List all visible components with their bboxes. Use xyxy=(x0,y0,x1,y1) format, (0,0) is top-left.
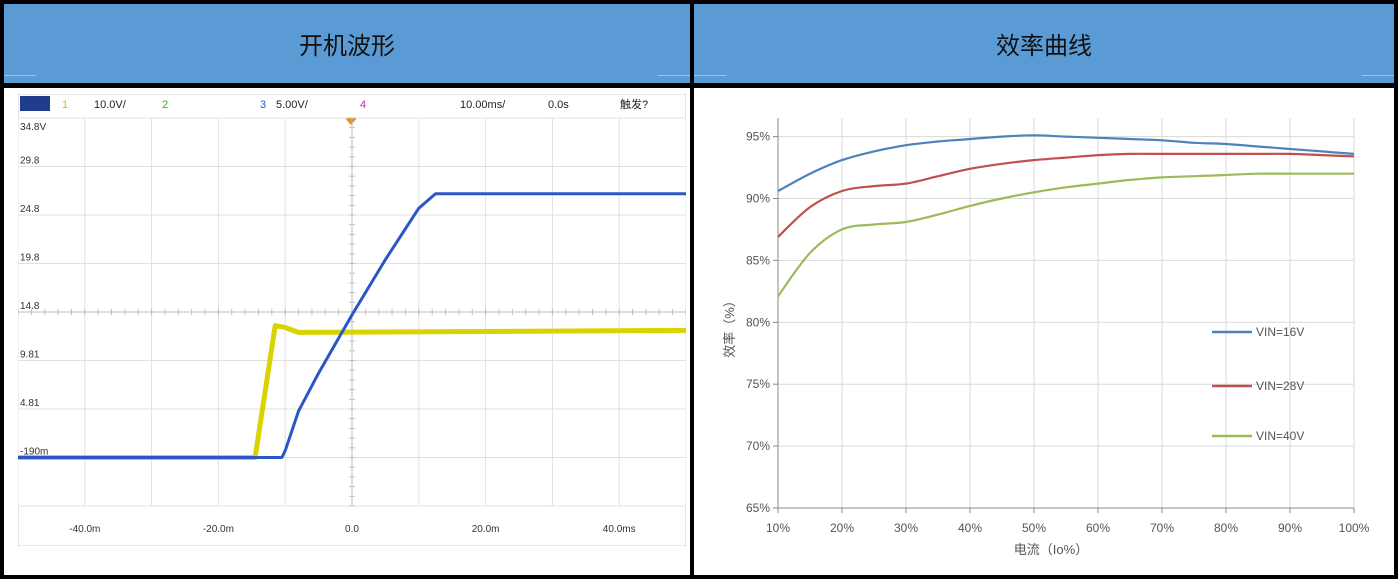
header-right-title: 效率曲线 xyxy=(996,32,1092,60)
scope-ch2-label[interactable]: 2 xyxy=(162,99,168,111)
scope-y-tick: 4.81 xyxy=(20,398,40,409)
efficiency-series-lines xyxy=(777,134,1355,297)
scope-y-tick-labels: 34.8V 29.8 24.8 19.8 14.8 9.81 4.81 -190m xyxy=(20,122,48,457)
scope-y-tick: 29.8 xyxy=(20,156,40,167)
eff-x-tick: 100% xyxy=(1339,521,1370,535)
scope-ch1-scale: 10.0V/ xyxy=(94,99,127,111)
scope-x-tick-labels: -40.0m -20.0m 0.0 20.0m 40.0ms xyxy=(69,524,635,535)
header-right-line-right xyxy=(1362,75,1394,76)
scope-y-tick: 24.8 xyxy=(20,204,40,215)
trigger-position-marker-icon[interactable] xyxy=(345,118,357,125)
eff-x-tick: 40% xyxy=(958,521,982,535)
eff-x-tick: 30% xyxy=(894,521,918,535)
scope-ch3-scale: 5.00V/ xyxy=(276,99,309,111)
scope-ch4-label[interactable]: 4 xyxy=(360,99,366,111)
scope-x-tick: -40.0m xyxy=(69,524,100,535)
legend-label-vin-40v: VIN=40V xyxy=(1256,429,1304,443)
scope-y-tick: 14.8 xyxy=(20,301,40,312)
scope-x-tick: 40.0ms xyxy=(603,524,636,535)
legend-label-vin-28v: VIN=28V xyxy=(1256,379,1304,393)
eff-x-tick: 60% xyxy=(1086,521,1110,535)
scope-y-tick: 34.8V xyxy=(20,122,46,133)
scope-menu-icon[interactable] xyxy=(20,96,50,111)
row-divider xyxy=(0,83,1398,88)
eff-y-tick: 80% xyxy=(746,315,770,329)
y-axis-label: 效率（%） xyxy=(722,294,737,358)
eff-y-tick: 90% xyxy=(746,191,770,205)
series-line-vin-28v xyxy=(777,152,1355,238)
scope-y-tick: 19.8 xyxy=(20,253,40,264)
header-right-line xyxy=(694,75,726,76)
scope-ch3-label[interactable]: 3 xyxy=(260,99,266,111)
eff-y-tick: 75% xyxy=(746,377,770,391)
scope-y-tick: 9.81 xyxy=(20,349,40,360)
scope-timebase: 10.00ms/ xyxy=(460,99,506,111)
legend-label-vin-16v: VIN=16V xyxy=(1256,325,1304,339)
scope-x-tick: -20.0m xyxy=(203,524,234,535)
scope-x-tick: 20.0m xyxy=(472,524,500,535)
header-left-title: 开机波形 xyxy=(299,32,395,60)
scope-trace-ch3 xyxy=(18,192,686,459)
scope-traces xyxy=(18,192,686,460)
efficiency-y-tick-labels: 95% 90% 85% 80% 75% 70% 65% xyxy=(746,130,770,515)
scope-trigger-status: 触发? xyxy=(620,97,648,111)
efficiency-legend: VIN=16V VIN=28V VIN=40V xyxy=(1212,325,1304,443)
scope-x-tick: 0.0 xyxy=(345,524,359,535)
header-left-line xyxy=(4,75,36,76)
series-line-vin-40v xyxy=(777,172,1354,297)
column-divider xyxy=(690,0,694,579)
scope-y-tick: -190m xyxy=(20,446,48,457)
eff-x-tick: 50% xyxy=(1022,521,1046,535)
scope-ch1-label[interactable]: 1 xyxy=(62,99,68,111)
series-line-vin-16v xyxy=(777,134,1355,192)
eff-x-tick: 80% xyxy=(1214,521,1238,535)
efficiency-grid xyxy=(773,118,1355,513)
efficiency-chart: 95% 90% 85% 80% 75% 70% 65% 10% 20% 30% 40% 50% 60%… xyxy=(722,118,1370,557)
eff-x-tick: 70% xyxy=(1150,521,1174,535)
eff-y-tick: 65% xyxy=(746,501,770,515)
scope-delay: 0.0s xyxy=(548,99,569,111)
oscilloscope-screen: 1 10.0V/ 2 3 5.00V/ 4 10.00ms/ 0.0s 触发? … xyxy=(18,94,686,546)
eff-y-tick: 70% xyxy=(746,439,770,453)
scope-grid xyxy=(18,117,686,507)
x-axis-label: 电流（Io%） xyxy=(1014,542,1088,557)
efficiency-x-tick-labels: 10% 20% 30% 40% 50% 60% 70% 80% 90% 100% xyxy=(766,521,1370,535)
eff-x-tick: 10% xyxy=(766,521,790,535)
header-left-line-right xyxy=(658,75,690,76)
eff-x-tick: 90% xyxy=(1278,521,1302,535)
eff-x-tick: 20% xyxy=(830,521,854,535)
header-efficiency-curve: 效率曲线 xyxy=(694,4,1394,83)
header-startup-waveform: 开机波形 xyxy=(4,4,690,83)
eff-y-tick: 95% xyxy=(746,130,770,144)
eff-y-tick: 85% xyxy=(746,253,770,267)
